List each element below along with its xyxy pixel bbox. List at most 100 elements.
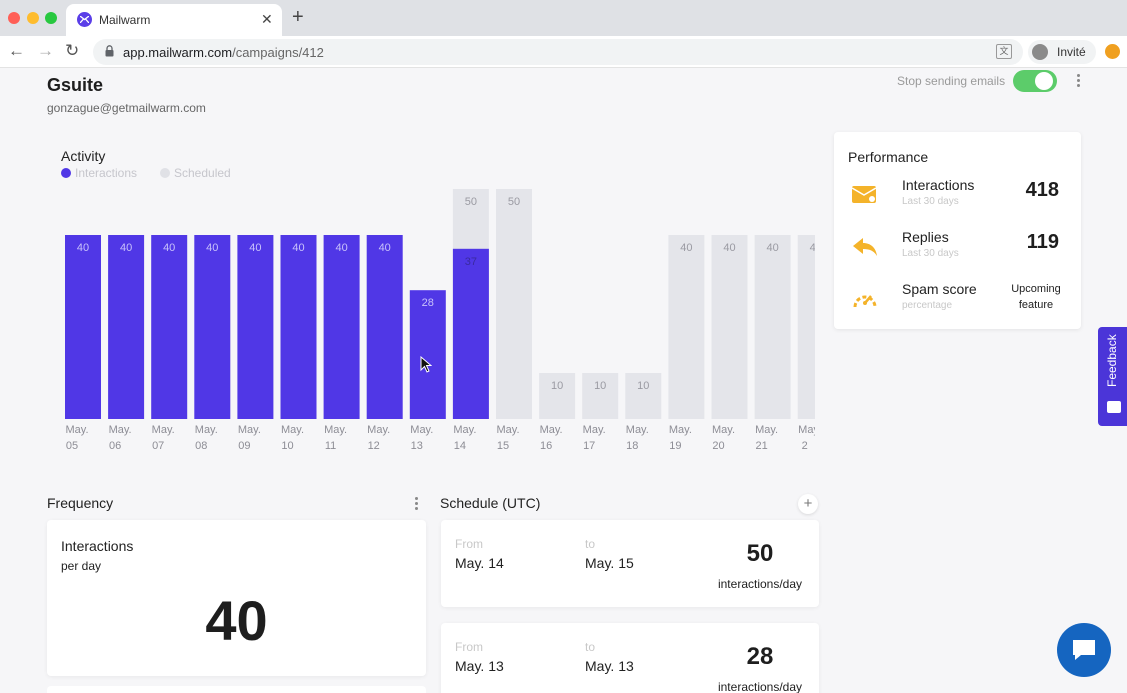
x-tick-label: May. <box>65 424 88 436</box>
scheduled-bar <box>668 235 705 419</box>
x-tick-label: May. <box>626 424 649 436</box>
interactions-bar-label: 37 <box>465 256 477 268</box>
profile-avatar-icon <box>1032 44 1048 60</box>
frequency-label: Interactions <box>61 538 134 554</box>
schedule-value: 50 <box>746 540 774 567</box>
tab-close-icon[interactable]: ✕ <box>261 11 273 27</box>
browser-tab[interactable]: Mailwarm ✕ <box>66 4 282 36</box>
browser-tab-bar: Mailwarm ✕ + <box>0 0 1127 36</box>
performance-title: Performance <box>848 149 929 165</box>
translate-icon[interactable]: 文 <box>996 44 1012 59</box>
schedule-from-label: From <box>455 640 483 654</box>
frequency-card[interactable]: Interactions per day 40 <box>47 520 426 676</box>
add-schedule-button[interactable]: + <box>798 494 818 514</box>
address-bar[interactable]: app.mailwarm.com/campaigns/412 文 <box>93 39 1023 65</box>
interactions-bar <box>65 235 101 419</box>
legend-interactions-label: Interactions <box>75 166 138 180</box>
chat-button[interactable] <box>1057 623 1111 677</box>
x-tick-label: 07 <box>152 440 164 452</box>
perf-spam-label: Spam score <box>902 281 977 297</box>
close-window-button[interactable] <box>8 12 20 24</box>
back-arrow-icon[interactable]: ← <box>8 41 25 60</box>
new-tab-icon[interactable]: + <box>292 6 304 28</box>
legend-scheduled[interactable]: Scheduled <box>160 166 231 180</box>
x-tick-label: May. <box>583 424 606 436</box>
x-tick-label: 10 <box>281 440 293 452</box>
feedback-tab[interactable]: Feedback <box>1098 327 1127 426</box>
speedometer-icon <box>853 295 877 308</box>
x-tick-label: May. <box>367 424 390 436</box>
scheduled-bar <box>797 235 815 419</box>
legend-interactions[interactable]: Interactions <box>61 166 137 180</box>
reply-arrow-icon <box>853 238 877 256</box>
interactions-bar-label: 40 <box>292 242 304 254</box>
chat-bubble-icon <box>1073 640 1095 660</box>
url-text: app.mailwarm.com/campaigns/412 <box>123 45 324 60</box>
interactions-bar-label: 40 <box>335 242 347 254</box>
x-tick-label: May. <box>540 424 563 436</box>
feedback-label: Feedback <box>1105 334 1119 387</box>
frequency-title: Frequency <box>47 495 114 511</box>
x-tick-label: 06 <box>109 440 121 452</box>
x-tick-label: 2 <box>802 440 808 452</box>
x-tick-label: 21 <box>755 440 767 452</box>
interactions-bar-label: 40 <box>77 242 89 254</box>
mailwarm-favicon-icon <box>77 12 92 27</box>
schedule-item[interactable]: From May. 14 to May. 15 50 interactions/… <box>441 520 819 607</box>
x-tick-label: 19 <box>669 440 681 452</box>
performance-spam-row: Spam score percentage Upcoming feature <box>834 281 1081 321</box>
scheduled-bar-label: 50 <box>508 196 520 208</box>
maximize-window-button[interactable] <box>45 12 57 24</box>
x-tick-label: May. <box>496 424 519 436</box>
x-tick-label: May. <box>238 424 261 436</box>
extension-icon[interactable] <box>1105 44 1120 59</box>
x-tick-label: 08 <box>195 440 207 452</box>
schedule-to-date: May. 13 <box>585 658 634 674</box>
x-tick-label: May. <box>152 424 175 436</box>
frequency-options-icon[interactable] <box>415 497 419 512</box>
legend-scheduled-dot <box>160 168 170 178</box>
schedule-from-date: May. 13 <box>455 658 504 674</box>
schedule-item[interactable]: From May. 13 to May. 13 28 interactions/… <box>441 623 819 693</box>
interactions-bar <box>280 235 317 419</box>
interactions-bar <box>366 235 403 419</box>
scheduled-bar-label: 40 <box>766 242 778 254</box>
more-options-icon[interactable] <box>1077 74 1081 89</box>
reload-icon[interactable]: ↻ <box>65 41 80 60</box>
interactions-bar-label: 28 <box>422 297 434 309</box>
scheduled-bar <box>582 373 619 419</box>
x-tick-label: 13 <box>411 440 423 452</box>
forward-arrow-icon[interactable]: → <box>37 41 54 60</box>
perf-interactions-value: 418 <box>1025 179 1059 201</box>
interactions-bar-label: 40 <box>379 242 391 254</box>
legend-interactions-dot <box>61 168 71 178</box>
x-tick-label: 17 <box>583 440 595 452</box>
interactions-bar <box>237 235 274 419</box>
profile-button[interactable]: Invité <box>1028 40 1096 64</box>
stop-sending-label: Stop sending emails <box>897 74 1006 88</box>
x-tick-label: May. <box>755 424 778 436</box>
perf-replies-sub: Last 30 days <box>902 248 959 259</box>
scheduled-bar-label: 10 <box>551 380 563 392</box>
interactions-bar <box>108 235 145 419</box>
x-tick-label: May. <box>109 424 132 436</box>
interactions-bar <box>323 235 360 419</box>
schedule-value: 28 <box>746 643 774 670</box>
scheduled-bar <box>711 235 748 419</box>
x-tick-label: 05 <box>66 440 78 452</box>
interactions-bar-label: 40 <box>206 242 218 254</box>
stop-sending-toggle[interactable] <box>1013 70 1057 92</box>
perf-replies-value: 119 <box>1026 231 1059 253</box>
scheduled-bar-label: 40 <box>680 242 692 254</box>
minimize-window-button[interactable] <box>27 12 39 24</box>
activity-title: Activity <box>61 148 106 164</box>
frequency-sub: per day <box>61 559 102 573</box>
x-tick-label: May. <box>195 424 218 436</box>
x-tick-label: 14 <box>454 440 466 452</box>
scheduled-bar-label: 40 <box>723 242 735 254</box>
mouse-cursor-icon <box>420 356 432 373</box>
scheduled-bar-label: 50 <box>465 196 477 208</box>
x-tick-label: May. <box>712 424 735 436</box>
x-tick-label: 12 <box>368 440 380 452</box>
x-tick-label: May. <box>281 424 304 436</box>
